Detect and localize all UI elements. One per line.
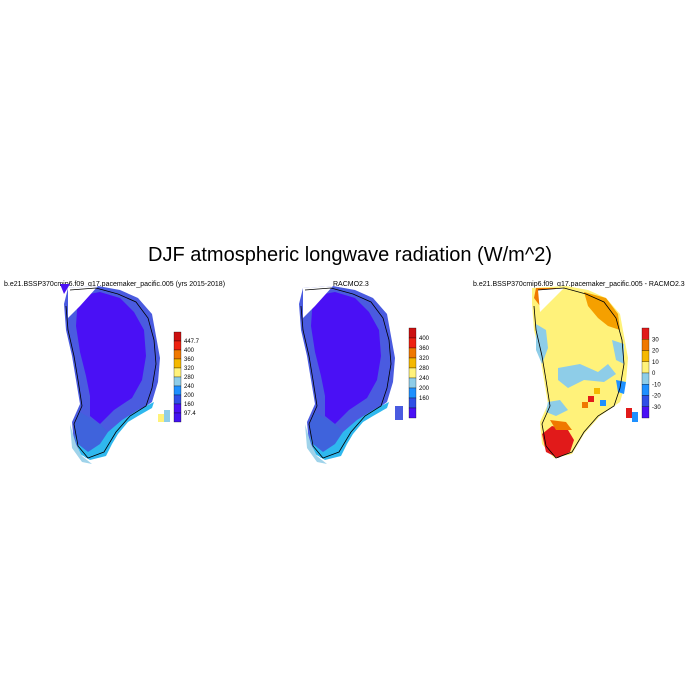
colorbar-tick-label: 200 — [184, 393, 195, 399]
colorbar-box — [173, 331, 182, 342]
interior-ice — [76, 292, 146, 424]
nw-gap — [538, 288, 564, 312]
colorbar-box — [408, 337, 417, 349]
island-blue — [395, 406, 403, 420]
colorbar-box — [173, 367, 182, 378]
colorbar-box — [408, 377, 417, 389]
colorbar-box — [173, 394, 182, 405]
interior-ice — [311, 292, 381, 424]
blue-south — [546, 400, 568, 416]
island-yellow — [158, 414, 166, 422]
panel-2-colorbar: 400 360 320 280 240 200 160 — [408, 327, 430, 419]
colorbar-box — [173, 385, 182, 396]
colorbar-box — [408, 407, 417, 419]
panel-1-colorbar: 447.7 400 360 320 280 240 200 160 97.4 — [173, 331, 200, 423]
colorbar-box — [408, 387, 417, 399]
colorbar-box — [641, 327, 650, 340]
panel-2-colorbar-boxes — [408, 327, 417, 419]
colorbar-tick-label: 447.7 — [184, 339, 200, 345]
nw-gap — [68, 286, 98, 318]
coast-lightblue — [305, 424, 327, 464]
panel-3-colorbar-boxes — [641, 327, 650, 419]
colorbar-tick-label: -30 — [652, 405, 661, 411]
colorbar-box — [641, 395, 650, 407]
colorbar-tick-label: 240 — [419, 376, 430, 382]
colorbar-tick-label: 400 — [419, 336, 430, 342]
panel-2-title: RACMO2.3 — [333, 281, 369, 288]
orange-south — [550, 420, 572, 430]
colorbar-box — [641, 350, 650, 362]
colorbar-box — [641, 384, 650, 396]
colorbar-box — [641, 372, 650, 385]
colorbar-tick-label: 320 — [184, 366, 195, 372]
cell-red-1 — [588, 396, 594, 402]
cell-orange-1 — [582, 402, 588, 408]
colorbar-box — [173, 376, 182, 387]
nw-gap-2 — [60, 284, 70, 294]
colorbar-box — [641, 406, 650, 419]
coastline — [65, 287, 157, 459]
colorbar-tick-label: 20 — [652, 349, 659, 355]
colorbar-tick-label: 30 — [652, 337, 659, 343]
coast-cyan — [309, 402, 389, 460]
blue-center — [558, 364, 616, 388]
island-blue — [632, 412, 638, 422]
colorbar-tick-label: 240 — [184, 384, 195, 390]
panel-3-title: b.e21.BSSP370cmip6.f09_g17.pacemaker_pac… — [473, 281, 685, 288]
colorbar-tick-label: -10 — [652, 382, 661, 388]
colorbar-box — [641, 339, 650, 351]
panel-1-title: b.e21.BSSP370cmip6.f09_g17.pacemaker_pac… — [4, 281, 226, 288]
panel-2-colorbar-labels: 400 360 320 280 240 200 160 — [419, 336, 430, 402]
coast-lightblue — [70, 424, 92, 464]
colorbar-box — [408, 397, 417, 409]
colorbar-box — [408, 327, 417, 339]
coastline — [533, 287, 625, 459]
cell-orange-2 — [594, 388, 600, 394]
coast-cyan — [74, 402, 154, 460]
colorbar-box — [173, 340, 182, 351]
colorbar-box — [173, 358, 182, 369]
panel-3-map — [532, 286, 638, 459]
colorbar-tick-label: -20 — [652, 394, 661, 400]
colorbar-box — [408, 347, 417, 359]
colorbar-tick-label: 360 — [184, 357, 195, 363]
coastline — [300, 287, 392, 459]
colorbar-tick-label: 200 — [419, 386, 430, 392]
figure-title: DJF atmospheric longwave radiation (W/m^… — [148, 244, 552, 266]
colorbar-tick-label: 0 — [652, 371, 656, 377]
island-blue — [164, 410, 170, 422]
colorbar-box — [641, 361, 650, 374]
colorbar-tick-label: 360 — [419, 346, 430, 352]
orange-ne — [584, 292, 620, 330]
colorbar-tick-label: 320 — [419, 356, 430, 362]
colorbar-box — [408, 357, 417, 369]
colorbar-tick-label: 400 — [184, 348, 195, 354]
panel-3-colorbar-labels: 30 20 10 0 -10 -20 -30 — [652, 337, 661, 411]
colorbar-box — [408, 367, 417, 379]
colorbar-tick-label: 280 — [184, 375, 195, 381]
panel-3-colorbar: 30 20 10 0 -10 -20 -30 — [641, 327, 661, 419]
colorbar-box — [173, 403, 182, 414]
colorbar-tick-label: 160 — [419, 396, 430, 402]
island-red — [626, 408, 632, 418]
panel-1-map — [60, 284, 170, 464]
nw-gap — [303, 286, 333, 318]
panel-1-colorbar-boxes — [173, 331, 182, 423]
colorbar-tick-label: 97.4 — [184, 411, 196, 417]
blue-west — [536, 324, 548, 364]
colorbar-box — [173, 349, 182, 360]
panel-1-colorbar-labels: 447.7 400 360 320 280 240 200 160 97.4 — [184, 339, 200, 417]
cell-blue-1 — [600, 400, 606, 406]
blue-coast-e — [616, 380, 626, 394]
colorbar-box — [173, 412, 182, 423]
blue-east — [612, 340, 624, 364]
panel-2-map — [299, 286, 403, 464]
red-south — [542, 426, 574, 458]
colorbar-tick-label: 10 — [652, 360, 659, 366]
colorbar-tick-label: 280 — [419, 366, 430, 372]
colorbar-tick-label: 160 — [184, 402, 195, 408]
